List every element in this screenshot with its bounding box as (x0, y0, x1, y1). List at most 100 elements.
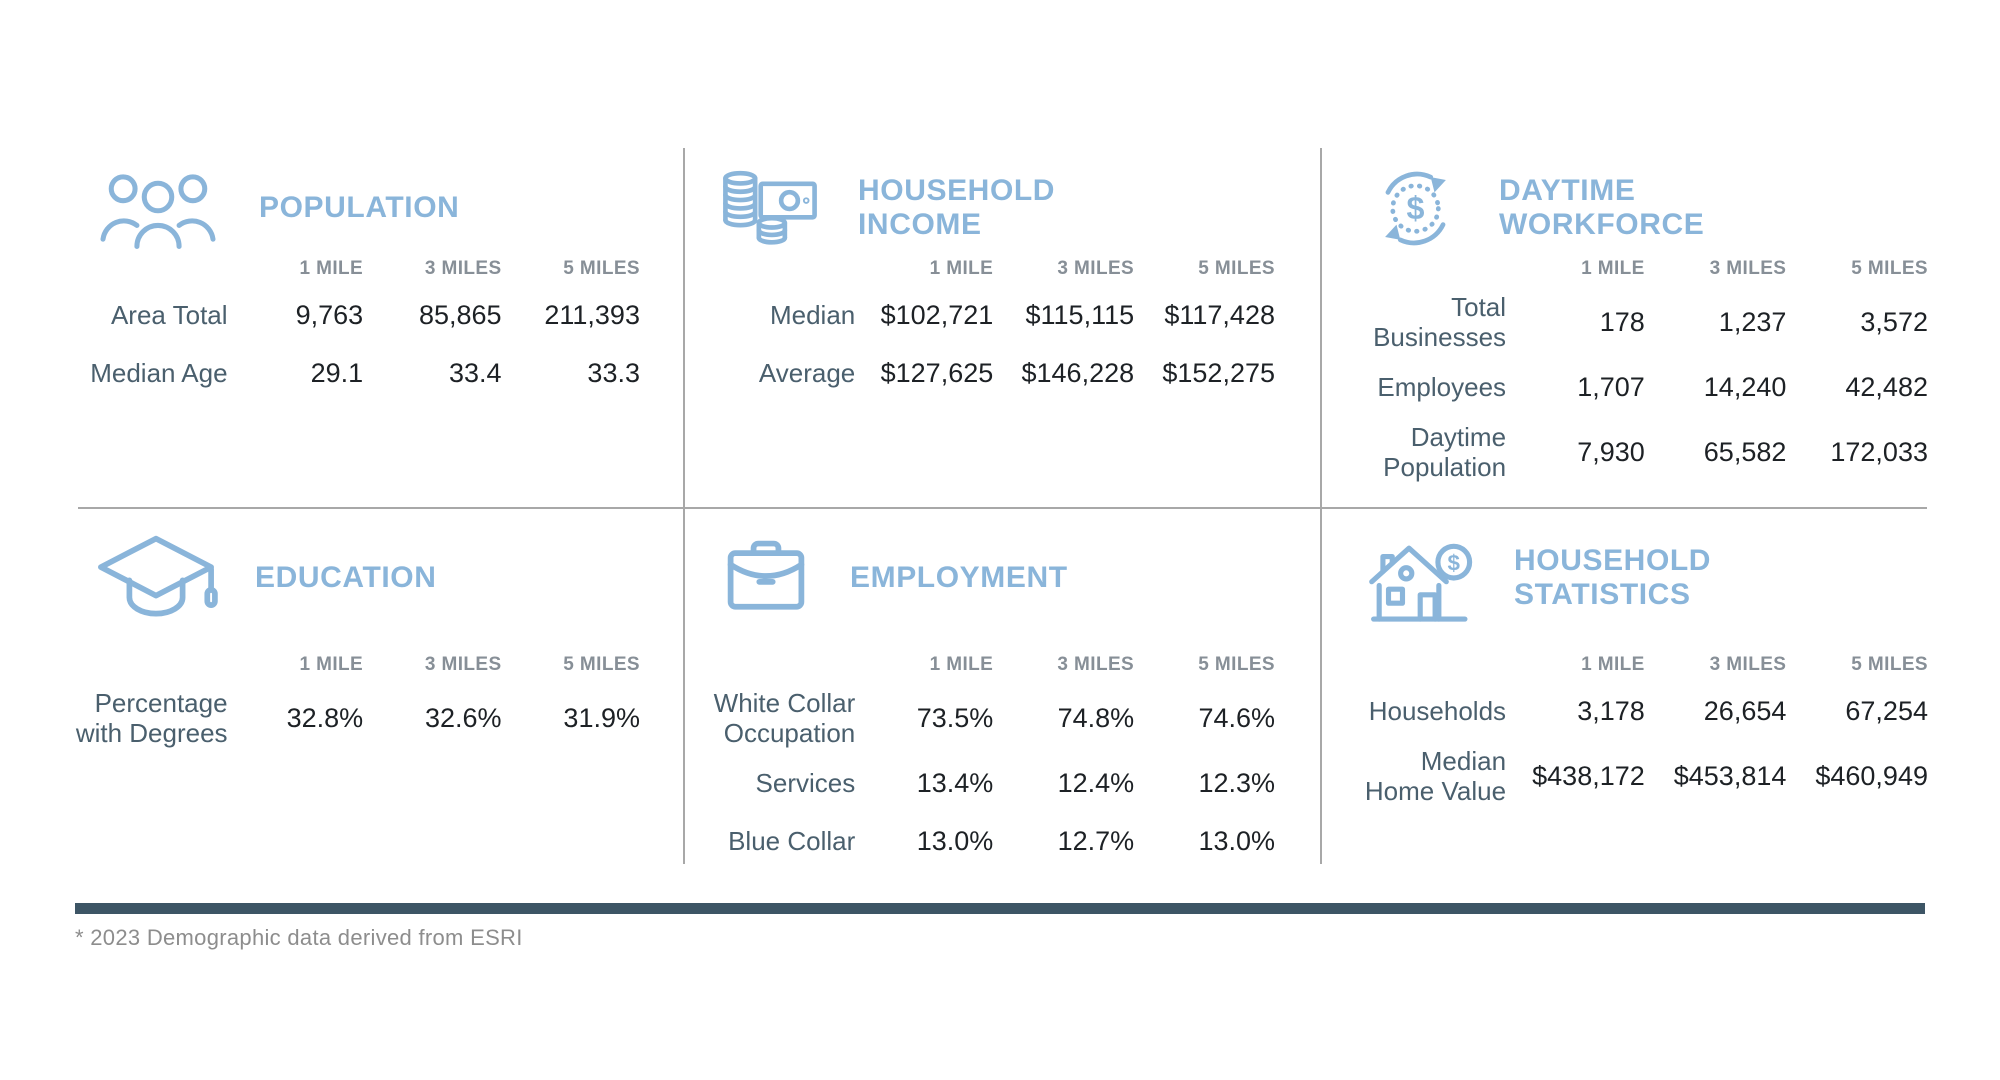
column-header-3miles: 3 MILES (424, 258, 502, 279)
stat-value: 1,707 (1577, 371, 1645, 402)
stat-value: 32.6% (425, 702, 502, 733)
panel-household-income: HOUSEHOLD INCOME 1 MILE 3 MILES 5 MILES … (700, 150, 1275, 396)
house-dollar-icon: $ (1368, 531, 1478, 625)
panel-title: POPULATION (259, 191, 459, 225)
stat-row: Services 13.4% 12.4% 12.3% (700, 760, 1275, 806)
stat-table: 1 MILE 3 MILES 5 MILES Total Businesses … (1350, 258, 1928, 483)
stat-row: Daytime Population 7,930 65,582 172,033 (1350, 422, 1928, 482)
stat-value: 13.0% (916, 825, 994, 856)
column-header-1mile: 1 MILE (1581, 258, 1645, 279)
panel-header: HOUSEHOLD INCOME (700, 158, 1275, 258)
stat-table: 1 MILE 3 MILES 5 MILES Percentage with D… (75, 654, 640, 748)
stat-value: 1,237 (1718, 306, 1787, 337)
coins-banknote-icon (718, 163, 822, 253)
column-header-1mile: 1 MILE (299, 654, 364, 675)
stat-value: 65,582 (1703, 436, 1787, 467)
stat-table: 1 MILE 3 MILES 5 MILES White Collar Occu… (700, 654, 1275, 864)
row-label: Area Total (110, 299, 228, 330)
stat-value: 33.4 (449, 357, 502, 388)
panel-title: EMPLOYMENT (850, 561, 1068, 595)
column-header-3miles: 3 MILES (1057, 654, 1135, 675)
stat-value: $102,721 (880, 299, 994, 330)
panel-title-line: POPULATION (259, 190, 460, 224)
panel-title: HOUSEHOLD STATISTICS (1514, 544, 1711, 612)
panel-header: $ HOUSEHOLD STATISTICS (1350, 528, 1928, 628)
stat-value: $438,172 (1532, 760, 1645, 791)
stat-value: 7,930 (1577, 436, 1645, 467)
panel-header: POPULATION (75, 158, 640, 258)
row-label: Daytime Population (1383, 422, 1507, 483)
panel-title-line: INCOME (858, 208, 982, 241)
row-label: Average (758, 357, 856, 388)
stat-row: Blue Collar 13.0% 12.7% 13.0% (700, 818, 1275, 864)
column-header-3miles: 3 MILES (1709, 258, 1787, 279)
stat-value: 3,178 (1577, 695, 1645, 726)
column-header-1mile: 1 MILE (299, 258, 364, 279)
stat-value: 33.3 (587, 357, 640, 388)
stat-row: Total Businesses 178 1,237 3,572 (1350, 292, 1928, 352)
panel-header: EMPLOYMENT (700, 528, 1275, 628)
svg-text:$: $ (1448, 551, 1461, 576)
panel-title: HOUSEHOLD INCOME (858, 174, 1055, 242)
briefcase-icon (718, 534, 814, 622)
stat-row: Percentage with Degrees 32.8% 32.6% 31.9… (75, 688, 640, 748)
column-header-3miles: 3 MILES (1709, 654, 1787, 675)
stat-value: 85,865 (418, 299, 502, 330)
stat-value: $453,814 (1673, 760, 1787, 791)
row-label: Percentage with Degrees (75, 688, 228, 749)
stat-value: 9,763 (295, 299, 364, 330)
row-label: Employees (1377, 372, 1507, 403)
column-header-5miles: 5 MILES (1851, 654, 1928, 675)
column-header-row: 1 MILE 3 MILES 5 MILES (700, 258, 1275, 280)
stat-value: 67,254 (1845, 695, 1928, 726)
stat-value: 26,654 (1703, 695, 1787, 726)
row-label: Households (1368, 695, 1507, 726)
stat-row: Median $102,721 $115,115 $117,428 (700, 292, 1275, 338)
data-source-note: * 2023 Demographic data derived from ESR… (75, 925, 523, 950)
row-label: Median Home Value (1364, 746, 1507, 807)
footer-rule (75, 903, 1925, 914)
stat-value: 13.0% (1198, 825, 1275, 856)
column-header-5miles: 5 MILES (563, 654, 640, 675)
stat-row: Median Age 29.1 33.4 33.3 (75, 350, 640, 396)
stat-value: $127,625 (880, 357, 994, 388)
stat-row: Median Home Value $438,172 $453,814 $460… (1350, 746, 1928, 806)
panel-title-line: STATISTICS (1514, 578, 1691, 611)
divider-vertical-right (1320, 148, 1322, 864)
column-header-5miles: 5 MILES (1198, 258, 1275, 279)
column-header-1mile: 1 MILE (929, 654, 994, 675)
panel-header: EDUCATION (75, 528, 640, 628)
column-header-row: 1 MILE 3 MILES 5 MILES (700, 654, 1275, 676)
dollar-cycle-icon: $ (1368, 161, 1463, 256)
panel-title-line: EMPLOYMENT (850, 560, 1068, 594)
stat-table: 1 MILE 3 MILES 5 MILES Area Total 9,763 … (75, 258, 640, 396)
panel-title: DAYTIME WORKFORCE (1499, 174, 1704, 242)
svg-text:$: $ (1407, 189, 1425, 225)
column-header-3miles: 3 MILES (424, 654, 502, 675)
row-label: Total Businesses (1373, 292, 1507, 353)
column-header-row: 1 MILE 3 MILES 5 MILES (75, 258, 640, 280)
stat-row: Employees 1,707 14,240 42,482 (1350, 364, 1928, 410)
row-label: Median (769, 299, 856, 330)
panel-education: EDUCATION 1 MILE 3 MILES 5 MILES Percent… (75, 520, 640, 748)
divider-vertical-left (683, 148, 685, 864)
stat-value: $117,428 (1164, 299, 1275, 330)
panel-population: POPULATION 1 MILE 3 MILES 5 MILES Area T… (75, 150, 640, 396)
panel-employment: EMPLOYMENT 1 MILE 3 MILES 5 MILES White … (700, 520, 1275, 864)
column-header-row: 1 MILE 3 MILES 5 MILES (75, 654, 640, 676)
stat-value: 211,393 (544, 299, 640, 330)
panel-household-statistics: $ HOUSEHOLD STATISTICS 1 MILE 3 MILES 5 … (1350, 520, 1928, 806)
stat-row: White Collar Occupation 73.5% 74.8% 74.6… (700, 688, 1275, 748)
stat-value: $460,949 (1815, 760, 1928, 791)
stat-value: 12.3% (1198, 767, 1275, 798)
stat-table: 1 MILE 3 MILES 5 MILES Median $102,721 $… (700, 258, 1275, 396)
stat-row: Households 3,178 26,654 67,254 (1350, 688, 1928, 734)
panel-title-line: DAYTIME (1499, 173, 1636, 207)
column-header-5miles: 5 MILES (1851, 258, 1928, 279)
column-header-1mile: 1 MILE (929, 258, 994, 279)
column-header-row: 1 MILE 3 MILES 5 MILES (1350, 654, 1928, 676)
panel-title-line: EDUCATION (255, 560, 437, 594)
stat-value: 12.4% (1057, 767, 1135, 798)
stat-value: 74.8% (1057, 702, 1135, 733)
